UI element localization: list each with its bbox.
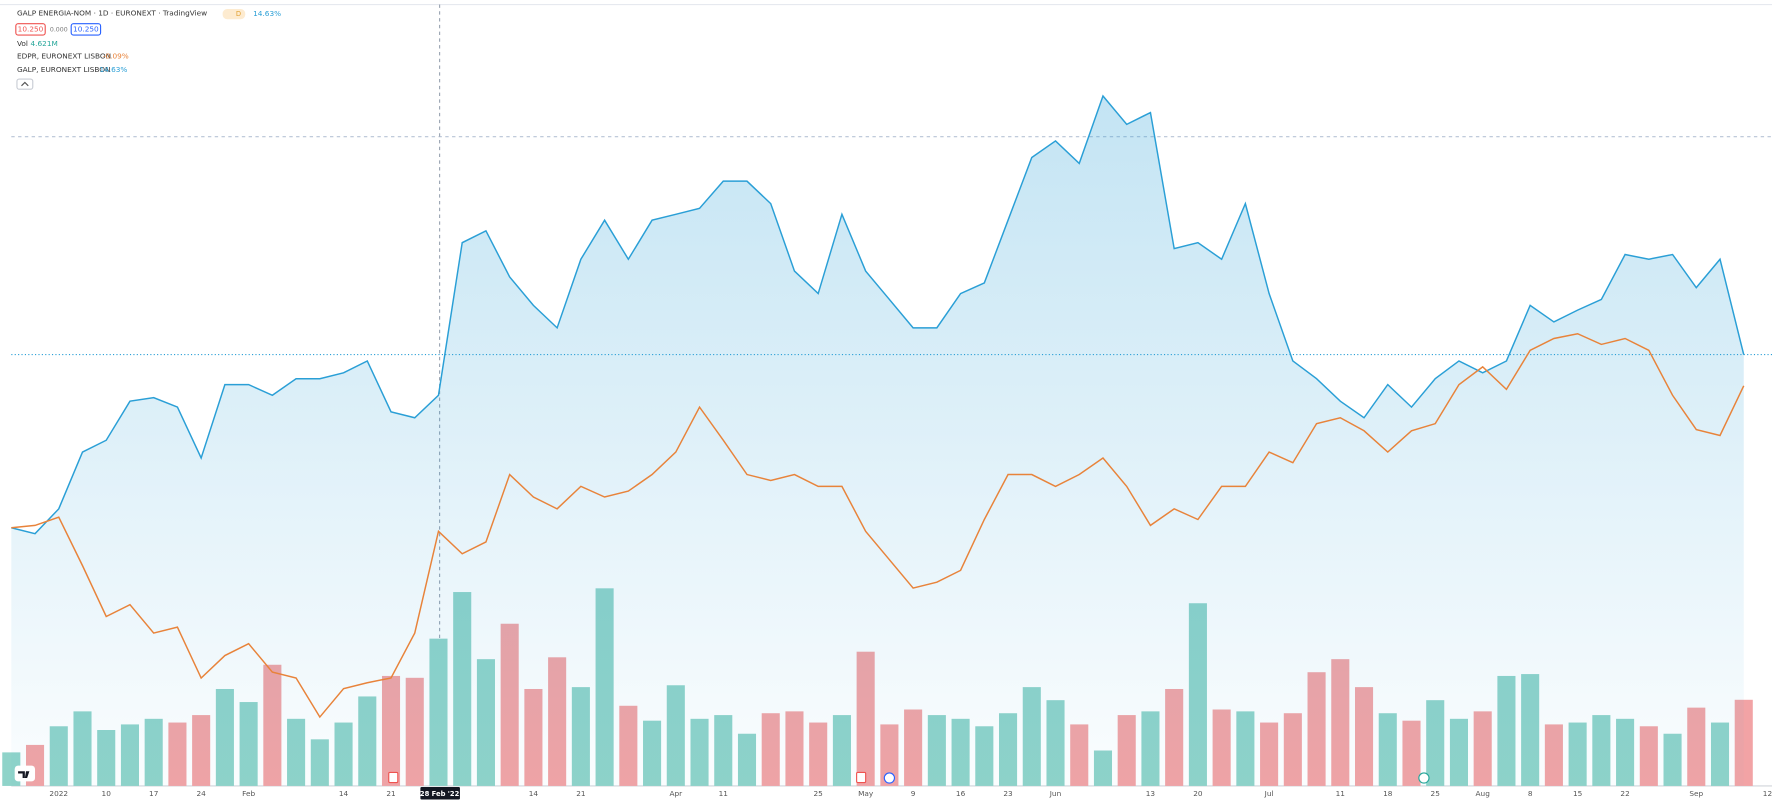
crosshair-box	[420, 787, 460, 800]
x-axis: 2022 10 17 24 Feb 14 21 14 21 Apr 11 25 May 9 16 23 Jun 1…	[49, 789, 1772, 798]
x-tick-label: 24	[196, 789, 206, 798]
logo	[14, 765, 36, 782]
x-tick-label: 18	[1383, 789, 1393, 798]
x-tick-label: Aug	[1476, 789, 1490, 798]
x-tick-label: 14	[529, 789, 539, 798]
x-tick-label: 22	[1620, 789, 1629, 798]
x-tick-label: Feb	[242, 789, 255, 798]
event-markers	[388, 771, 1430, 784]
badge-bg	[222, 9, 246, 20]
event-marker[interactable]	[1418, 772, 1430, 784]
x-tick-label: 21	[576, 789, 585, 798]
x-tick-label: 13	[1146, 789, 1156, 798]
ask-box[interactable]	[70, 23, 102, 36]
x-tick-label: Sep	[1689, 789, 1703, 798]
event-marker[interactable]	[856, 771, 867, 784]
event-marker[interactable]	[388, 771, 399, 784]
legend-name: EDPR, EURONEXT LISBON	[17, 51, 111, 60]
x-tick-label: 25	[1431, 789, 1441, 798]
x-tick-label: 11	[1336, 789, 1345, 798]
x-tick-label: 16	[956, 789, 966, 798]
volume-status: 4.621M	[31, 39, 58, 48]
x-tick-label: 11	[719, 789, 728, 798]
x-tick-label: Apr	[669, 789, 683, 798]
legend-name: GALP, EURONEXT LISBON	[17, 65, 111, 74]
logo-mark	[18, 771, 30, 779]
x-tick-label: 14	[339, 789, 349, 798]
bid: 10.250	[18, 24, 44, 33]
change: 14.63%	[253, 9, 281, 18]
crosshair-label: 28 Feb '22	[420, 790, 460, 798]
ask: 10.250	[73, 24, 99, 33]
bid-box[interactable]	[15, 23, 46, 36]
x-tick-label: 9	[911, 789, 916, 798]
x-tick-label: May	[858, 789, 874, 798]
x-tick-label: 8	[1528, 789, 1533, 798]
x-tick-label: Jul	[1264, 789, 1274, 798]
x-tick-label: 25	[814, 789, 824, 798]
collapse-button[interactable]	[16, 78, 34, 90]
x-tick-label: Jun	[1049, 789, 1062, 798]
event-marker[interactable]	[883, 772, 896, 784]
title: GALP ENERGIA-NOM · 1D · EURONEXT · Tradi…	[17, 9, 207, 18]
x-tick-label: 23	[1003, 789, 1013, 798]
x-tick-label: 20	[1193, 789, 1203, 798]
line	[11, 332, 1745, 719]
legend-status: 14.63%	[99, 65, 127, 74]
spread: 0.000	[50, 26, 68, 33]
x-tick-label: 12	[1763, 789, 1772, 798]
x-tick-label: 21	[386, 789, 395, 798]
x-tick-label: 15	[1573, 789, 1583, 798]
legend: GALP ENERGIA-NOM · 1D · EURONEXT · Tradi…	[15, 9, 281, 90]
line	[11, 94, 1745, 535]
plot	[2, 94, 1753, 786]
collapse-icon	[21, 81, 29, 87]
badge: D	[236, 10, 241, 18]
x-tick-label: 10	[102, 789, 112, 798]
volume-name: Vol	[17, 39, 28, 48]
area	[11, 95, 1744, 786]
x-tick-label: 17	[149, 789, 159, 798]
x-tick-label: 2022	[49, 789, 68, 798]
legend-status: -0.09%	[103, 51, 129, 60]
